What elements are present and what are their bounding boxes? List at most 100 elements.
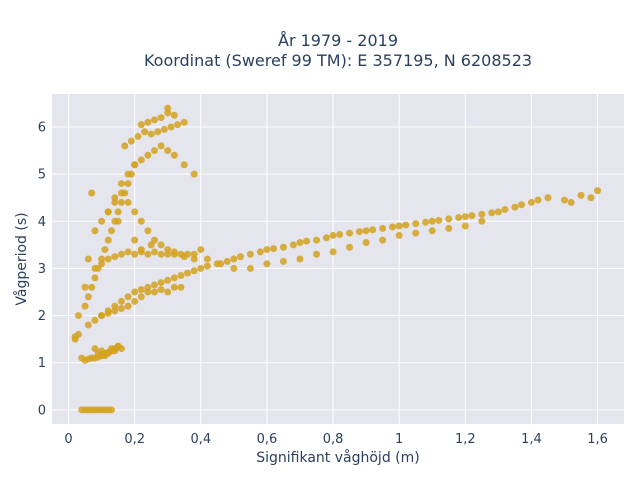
data-point — [197, 264, 205, 272]
x-tick-label: 0,2 — [124, 432, 145, 447]
grid-lines — [52, 94, 624, 424]
data-point — [177, 283, 185, 291]
data-point — [412, 220, 420, 228]
x-tick-label: 0,6 — [257, 432, 278, 447]
data-point — [567, 198, 575, 206]
data-point — [313, 236, 321, 244]
data-point — [157, 279, 165, 287]
x-axis-title: Signifikant våghöjd (m) — [256, 449, 419, 466]
data-point — [104, 255, 112, 263]
data-point — [246, 264, 254, 272]
data-point — [101, 246, 109, 254]
data-point — [544, 194, 552, 202]
data-point — [117, 189, 125, 197]
data-point — [104, 208, 112, 216]
data-point — [137, 121, 145, 129]
data-point — [336, 230, 344, 238]
data-point — [127, 137, 135, 145]
data-point — [91, 274, 99, 282]
data-point — [355, 228, 363, 236]
data-point — [435, 216, 443, 224]
y-tick-label: 3 — [38, 262, 46, 277]
data-point — [379, 224, 387, 232]
data-point — [230, 264, 238, 272]
data-point — [98, 312, 106, 320]
data-point — [111, 198, 119, 206]
data-point — [296, 239, 304, 246]
x-tick-label: 0,4 — [190, 432, 211, 447]
data-point — [468, 212, 476, 220]
data-point — [270, 245, 278, 253]
data-point — [124, 302, 132, 310]
data-point — [81, 283, 89, 291]
data-point — [329, 248, 337, 256]
data-point — [518, 201, 526, 209]
data-point — [157, 142, 165, 150]
data-point — [124, 293, 132, 301]
data-point — [108, 227, 116, 235]
data-point — [402, 221, 410, 229]
data-point — [494, 208, 502, 216]
data-point — [362, 227, 370, 235]
data-point — [217, 260, 225, 268]
data-point — [150, 248, 158, 256]
data-point — [455, 214, 463, 222]
data-point — [501, 206, 509, 213]
data-point — [511, 203, 519, 211]
data-point — [84, 293, 92, 301]
data-point — [150, 236, 158, 244]
data-point — [91, 264, 99, 272]
data-point — [150, 281, 158, 289]
data-point — [104, 236, 112, 244]
data-point — [98, 260, 106, 268]
data-point — [124, 248, 132, 256]
data-point — [428, 227, 436, 235]
y-tick-label: 2 — [38, 309, 46, 324]
data-point — [461, 222, 469, 230]
data-point — [587, 194, 595, 202]
data-point — [117, 198, 125, 206]
data-point — [170, 250, 178, 258]
y-tick-label: 1 — [38, 356, 46, 371]
data-point — [81, 302, 89, 310]
data-point — [124, 198, 132, 206]
data-point — [134, 132, 142, 140]
data-point — [88, 189, 96, 197]
data-point — [422, 218, 430, 226]
data-point — [164, 288, 172, 296]
y-tick-label: 0 — [38, 403, 46, 418]
data-point — [303, 237, 311, 245]
data-point — [137, 286, 145, 294]
data-point — [111, 253, 119, 261]
data-point — [74, 330, 82, 338]
data-point — [190, 255, 198, 263]
data-point — [84, 255, 92, 263]
data-point — [389, 223, 397, 231]
data-point — [150, 147, 158, 155]
data-point — [131, 236, 139, 244]
data-point — [88, 283, 96, 291]
data-point — [190, 170, 198, 178]
data-point — [379, 236, 387, 244]
data-point — [117, 305, 125, 312]
data-point — [157, 250, 165, 258]
data-point — [527, 198, 535, 206]
data-point — [346, 229, 354, 237]
data-point — [84, 321, 92, 329]
data-point — [223, 257, 231, 265]
data-point — [180, 118, 188, 126]
x-tick-label: 1,2 — [455, 432, 476, 447]
data-point — [124, 170, 132, 178]
data-point — [124, 180, 132, 188]
data-point — [263, 260, 271, 268]
y-tick-label: 4 — [38, 215, 46, 230]
data-point — [117, 250, 125, 258]
data-point — [346, 243, 354, 251]
data-point — [98, 217, 106, 225]
x-tick-label: 1 — [395, 432, 403, 447]
data-point — [180, 253, 188, 261]
data-point — [164, 246, 172, 254]
data-point — [131, 250, 139, 258]
data-point — [144, 250, 152, 258]
data-point — [184, 269, 192, 277]
